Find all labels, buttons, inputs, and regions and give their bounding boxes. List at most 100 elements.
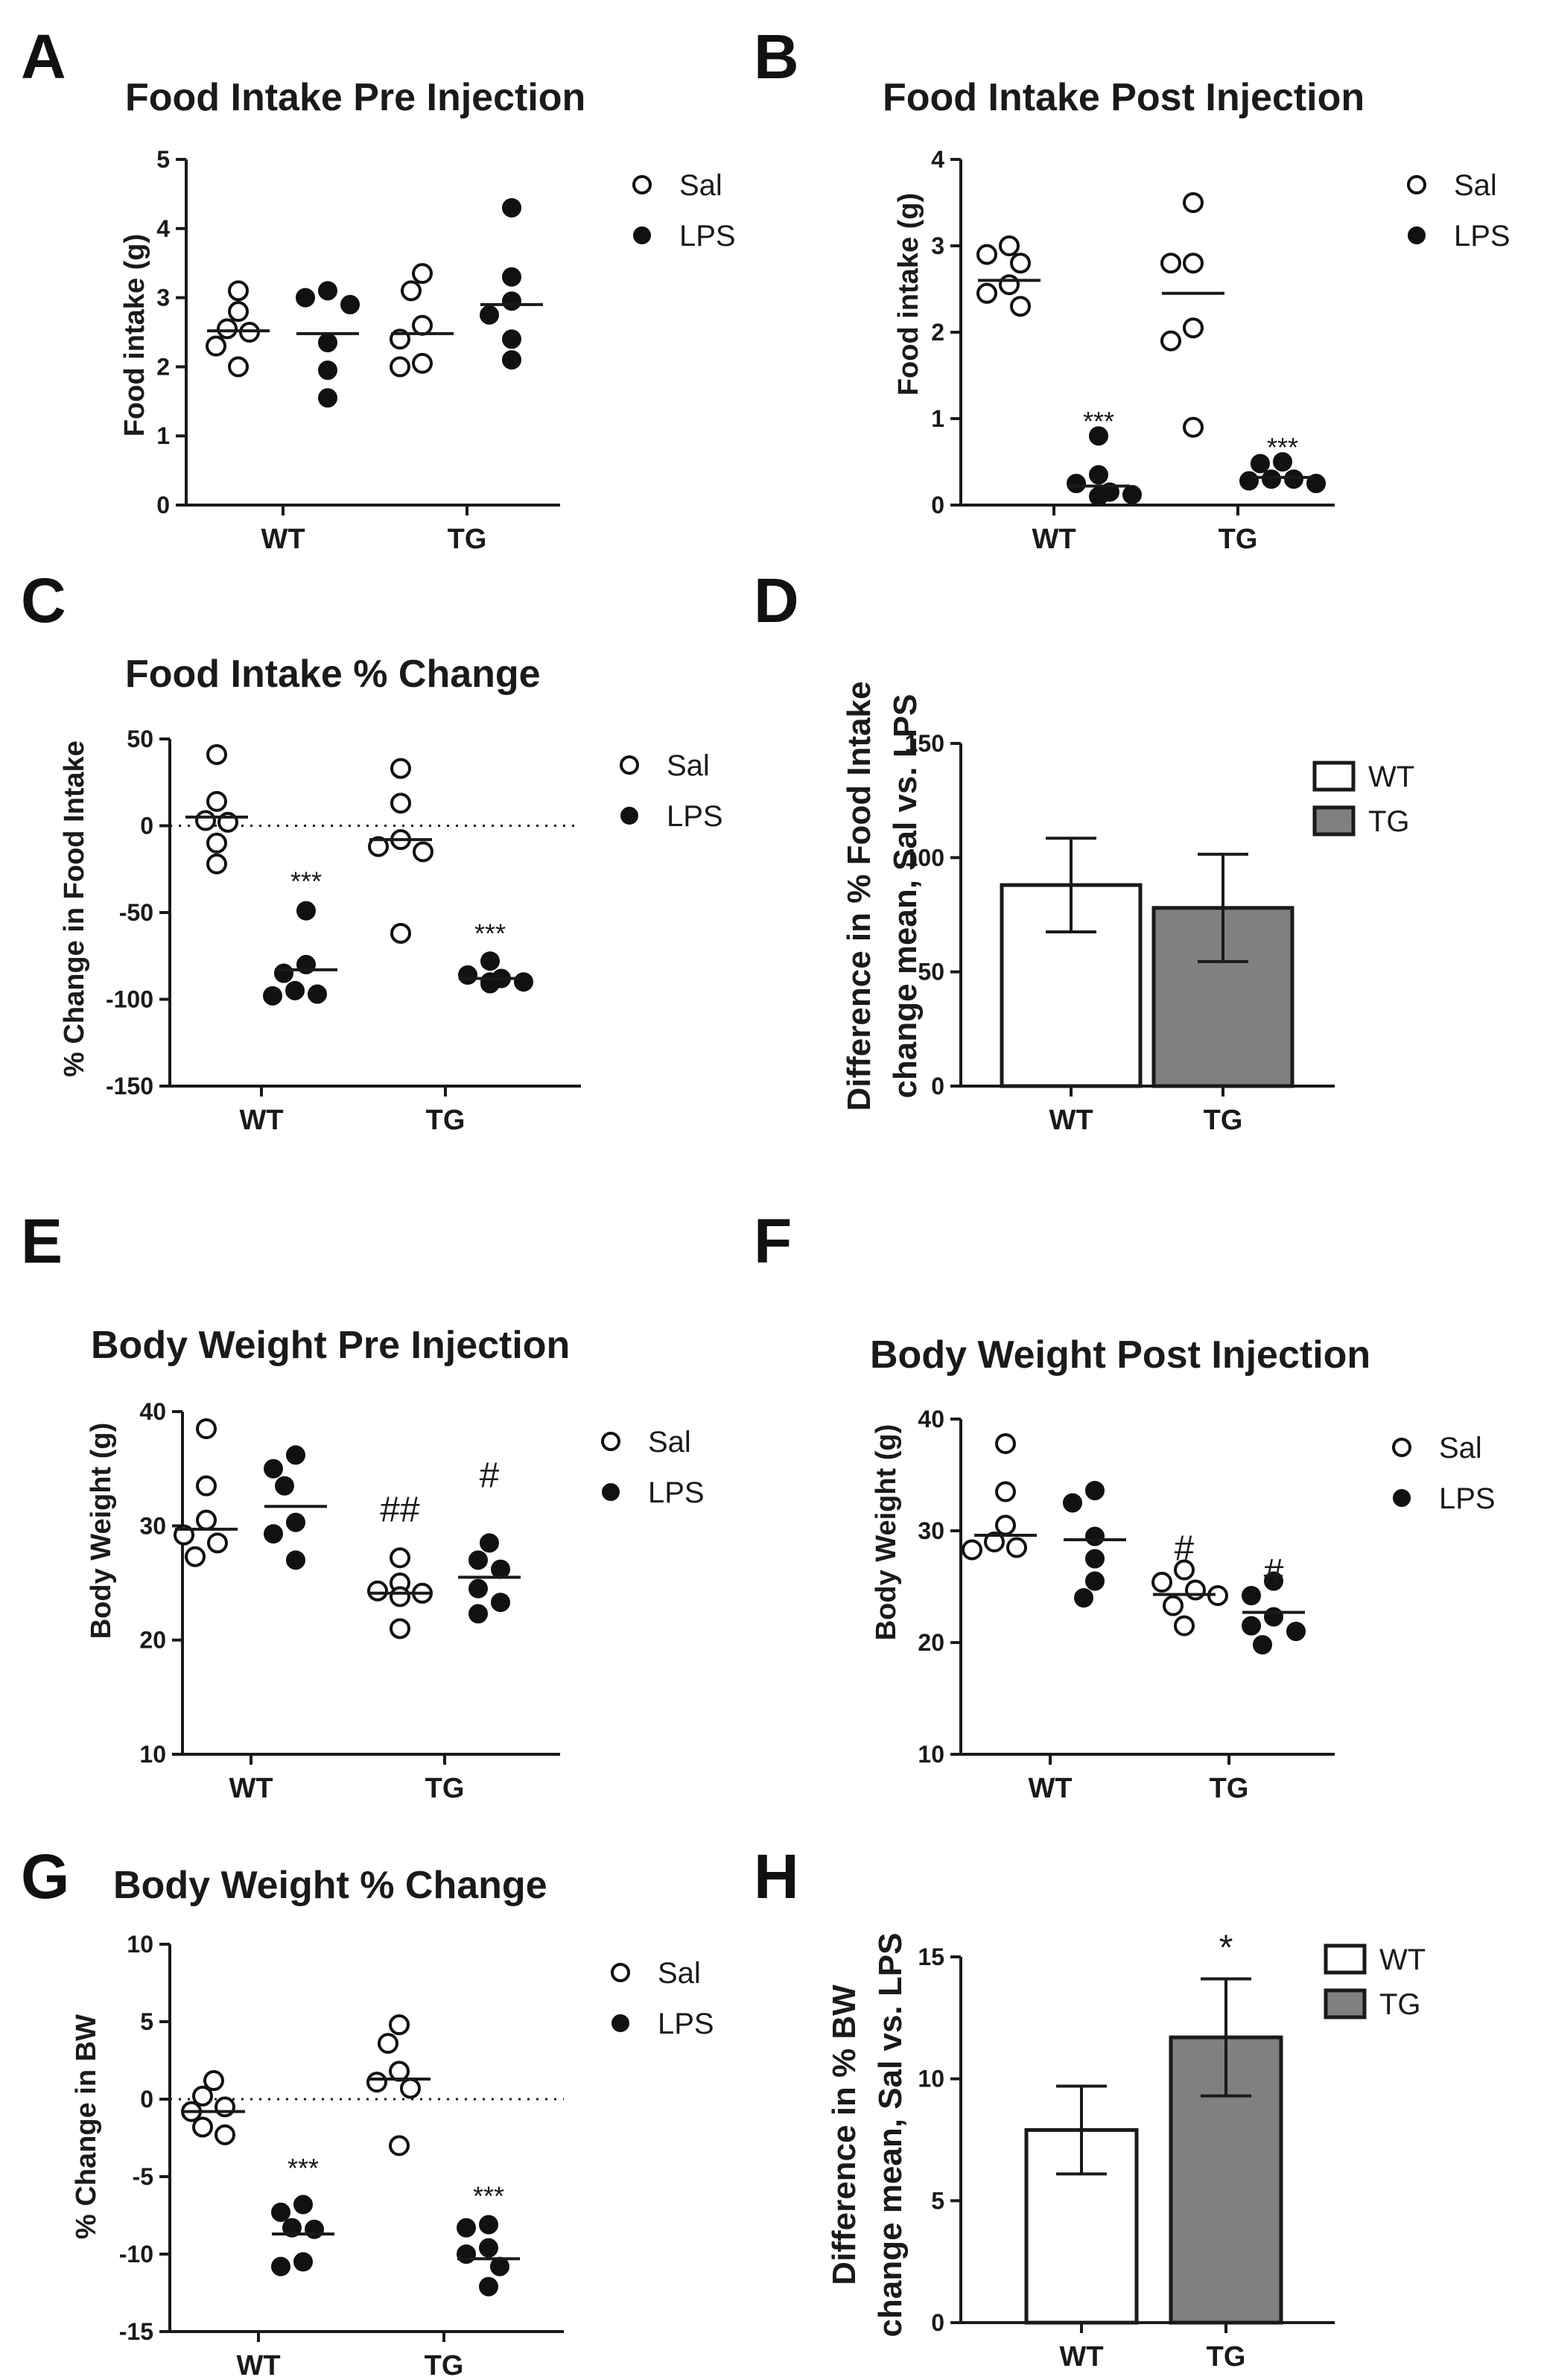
sal-data-point [206, 790, 227, 812]
sal-data-point [196, 1418, 217, 1439]
y-tick-label: 50 [918, 959, 944, 986]
y-axis-label: Difference in % Food Intake change mean, … [841, 682, 924, 1111]
panel-title: Food Intake Pre Injection [125, 76, 585, 119]
y-axis-label: Body Weight (g) [86, 1423, 117, 1640]
lps-data-point [318, 388, 337, 408]
lps-data-point [293, 2252, 313, 2272]
lps-data-point [1242, 1616, 1261, 1636]
x-tick-label: WT [239, 1105, 283, 1136]
x-tick-label: WT [1049, 1105, 1093, 1136]
sal-data-point [1185, 1579, 1206, 1601]
sal-data-point [413, 841, 433, 863]
lps-data-point [1074, 1588, 1093, 1608]
x-tick-label: TG [1210, 1773, 1249, 1804]
sal-data-point [1163, 1595, 1184, 1616]
x-tick-label: TG [448, 524, 487, 555]
significance-marker: *** [473, 2181, 504, 2212]
legend-lps-marker [1408, 226, 1426, 244]
panel-c: C Food Intake % Change % Change in Food In… [21, 565, 723, 1136]
panel-a: A Food Intake Pre Injection Food intake (g… [21, 22, 736, 555]
lps-data-point [1286, 1622, 1306, 1641]
sal-data-point [1160, 330, 1181, 352]
panel-label: D [754, 565, 799, 635]
sal-data-point [1006, 1537, 1027, 1558]
panel-label: F [754, 1206, 792, 1276]
lps-data-point [1085, 1481, 1105, 1500]
y-tick-label: 100 [905, 844, 944, 871]
lps-data-point [286, 1550, 305, 1570]
panel-d: D Difference in % Food Intake change mean,… [754, 565, 1414, 1136]
lps-data-point [282, 2218, 302, 2238]
legend-label: Sal [679, 169, 722, 202]
lps-data-point [514, 972, 533, 992]
lps-data-point [468, 1604, 488, 1624]
sal-data-point [1160, 253, 1181, 274]
sal-data-point [389, 2135, 410, 2157]
lps-data-point [275, 1476, 294, 1496]
y-tick-label: 150 [905, 730, 944, 757]
sal-data-point [206, 853, 227, 875]
legend-label: Sal [667, 749, 710, 782]
legend-lps-marker [620, 807, 638, 825]
panel-title: Body Weight Pre Injection [91, 1324, 570, 1367]
y-tick-label: 4 [156, 215, 170, 242]
lps-data-point [479, 2215, 498, 2235]
lps-data-point [457, 2218, 476, 2238]
sal-data-point [999, 235, 1020, 256]
lps-data-point [286, 1445, 305, 1465]
sal-data-point [368, 836, 389, 857]
y-tick-label: -10 [119, 2241, 153, 2268]
y-tick-label: 10 [918, 1741, 944, 1768]
sal-data-point [196, 1475, 217, 1497]
sal-data-point [217, 318, 238, 340]
genotype-significance-marker: # [1264, 1552, 1284, 1592]
y-tick-label: 5 [140, 2008, 153, 2035]
panel-title: Body Weight % Change [113, 1864, 547, 1907]
lps-data-point [271, 2256, 290, 2276]
lps-data-point [308, 984, 327, 1004]
legend-label: Sal [1439, 1432, 1482, 1465]
lps-data-point [1262, 469, 1281, 489]
y-tick-label: 0 [140, 2086, 153, 2113]
x-tick-label: TG [426, 1105, 466, 1136]
panel-label: G [21, 1841, 69, 1911]
y-axis-label: Body Weight (g) [871, 1424, 902, 1641]
panel-g: G Body Weight % Change % Change in BW -15 -1… [21, 1841, 714, 2380]
legend-label: Sal [648, 1426, 691, 1459]
lps-data-point [502, 267, 521, 287]
lps-data-point [285, 980, 305, 1000]
significance-marker: *** [290, 866, 322, 897]
sal-data-point [1010, 253, 1031, 274]
sal-data-point [1010, 296, 1031, 317]
legend-label: WT [1379, 1943, 1426, 1976]
legend-lps-marker [633, 226, 651, 244]
panel-title: Food Intake Post Injection [883, 76, 1364, 119]
y-tick-label: 1 [156, 422, 170, 449]
lps-data-point [502, 197, 521, 218]
significance-marker: * [1219, 1929, 1233, 1968]
lps-data-point [1067, 474, 1086, 493]
sal-data-point [999, 274, 1020, 296]
y-axis-label: Food intake (g) [893, 193, 924, 396]
lps-data-point [502, 329, 521, 349]
y-tick-label: 0 [156, 492, 170, 518]
lps-data-point [480, 305, 499, 325]
y-axis-label: Food intake (g) [119, 234, 150, 437]
legend-swatch-wt [1324, 1943, 1367, 1975]
sal-data-point [206, 743, 227, 765]
y-tick-label: -5 [133, 2163, 153, 2190]
sal-data-point [1183, 416, 1204, 438]
lps-data-point [318, 281, 337, 301]
lps-data-point [479, 2276, 498, 2297]
y-tick-label: -150 [106, 1073, 153, 1099]
panel-e: E Body Weight Pre Injection Body Weight (g… [21, 1206, 705, 1804]
legend-label: Sal [658, 1957, 701, 1990]
sal-data-point [206, 832, 227, 854]
lps-data-point [1253, 1635, 1272, 1654]
legend-sal-marker [632, 175, 652, 194]
sal-data-point [1183, 317, 1204, 339]
x-tick-label: TG [1219, 524, 1258, 555]
legend-label: TG [1368, 805, 1410, 838]
x-tick-label: TG [1204, 1105, 1243, 1136]
y-tick-label: 40 [918, 1406, 944, 1432]
